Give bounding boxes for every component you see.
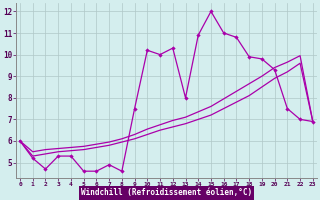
X-axis label: Windchill (Refroidissement éolien,°C): Windchill (Refroidissement éolien,°C): [81, 188, 252, 197]
